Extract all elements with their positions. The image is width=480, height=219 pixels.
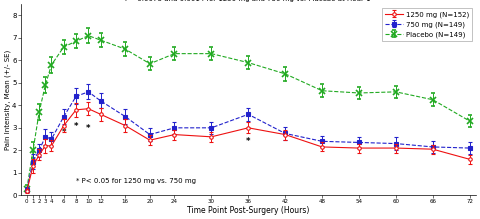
Text: *: *: [86, 124, 91, 133]
Text: *: *: [74, 122, 78, 131]
Y-axis label: Pain Intensity, Mean (+/- SE): Pain Intensity, Mean (+/- SE): [4, 49, 11, 150]
Text: *: *: [246, 137, 251, 146]
Text: P= 0.0073 and 0.0014 for 1250 mg and 750 mg vs. Placebo at Hour 1: P= 0.0073 and 0.0014 for 1250 mg and 750…: [125, 0, 371, 2]
Legend: 1250 mg (N=152), 750 mg (N=149), Placebo (N=149): 1250 mg (N=152), 750 mg (N=149), Placebo…: [382, 8, 472, 41]
X-axis label: Time Point Post-Surgery (Hours): Time Point Post-Surgery (Hours): [187, 206, 310, 215]
Text: *: *: [61, 128, 66, 137]
Text: * P< 0.05 for 1250 mg vs. 750 mg: * P< 0.05 for 1250 mg vs. 750 mg: [76, 178, 196, 184]
